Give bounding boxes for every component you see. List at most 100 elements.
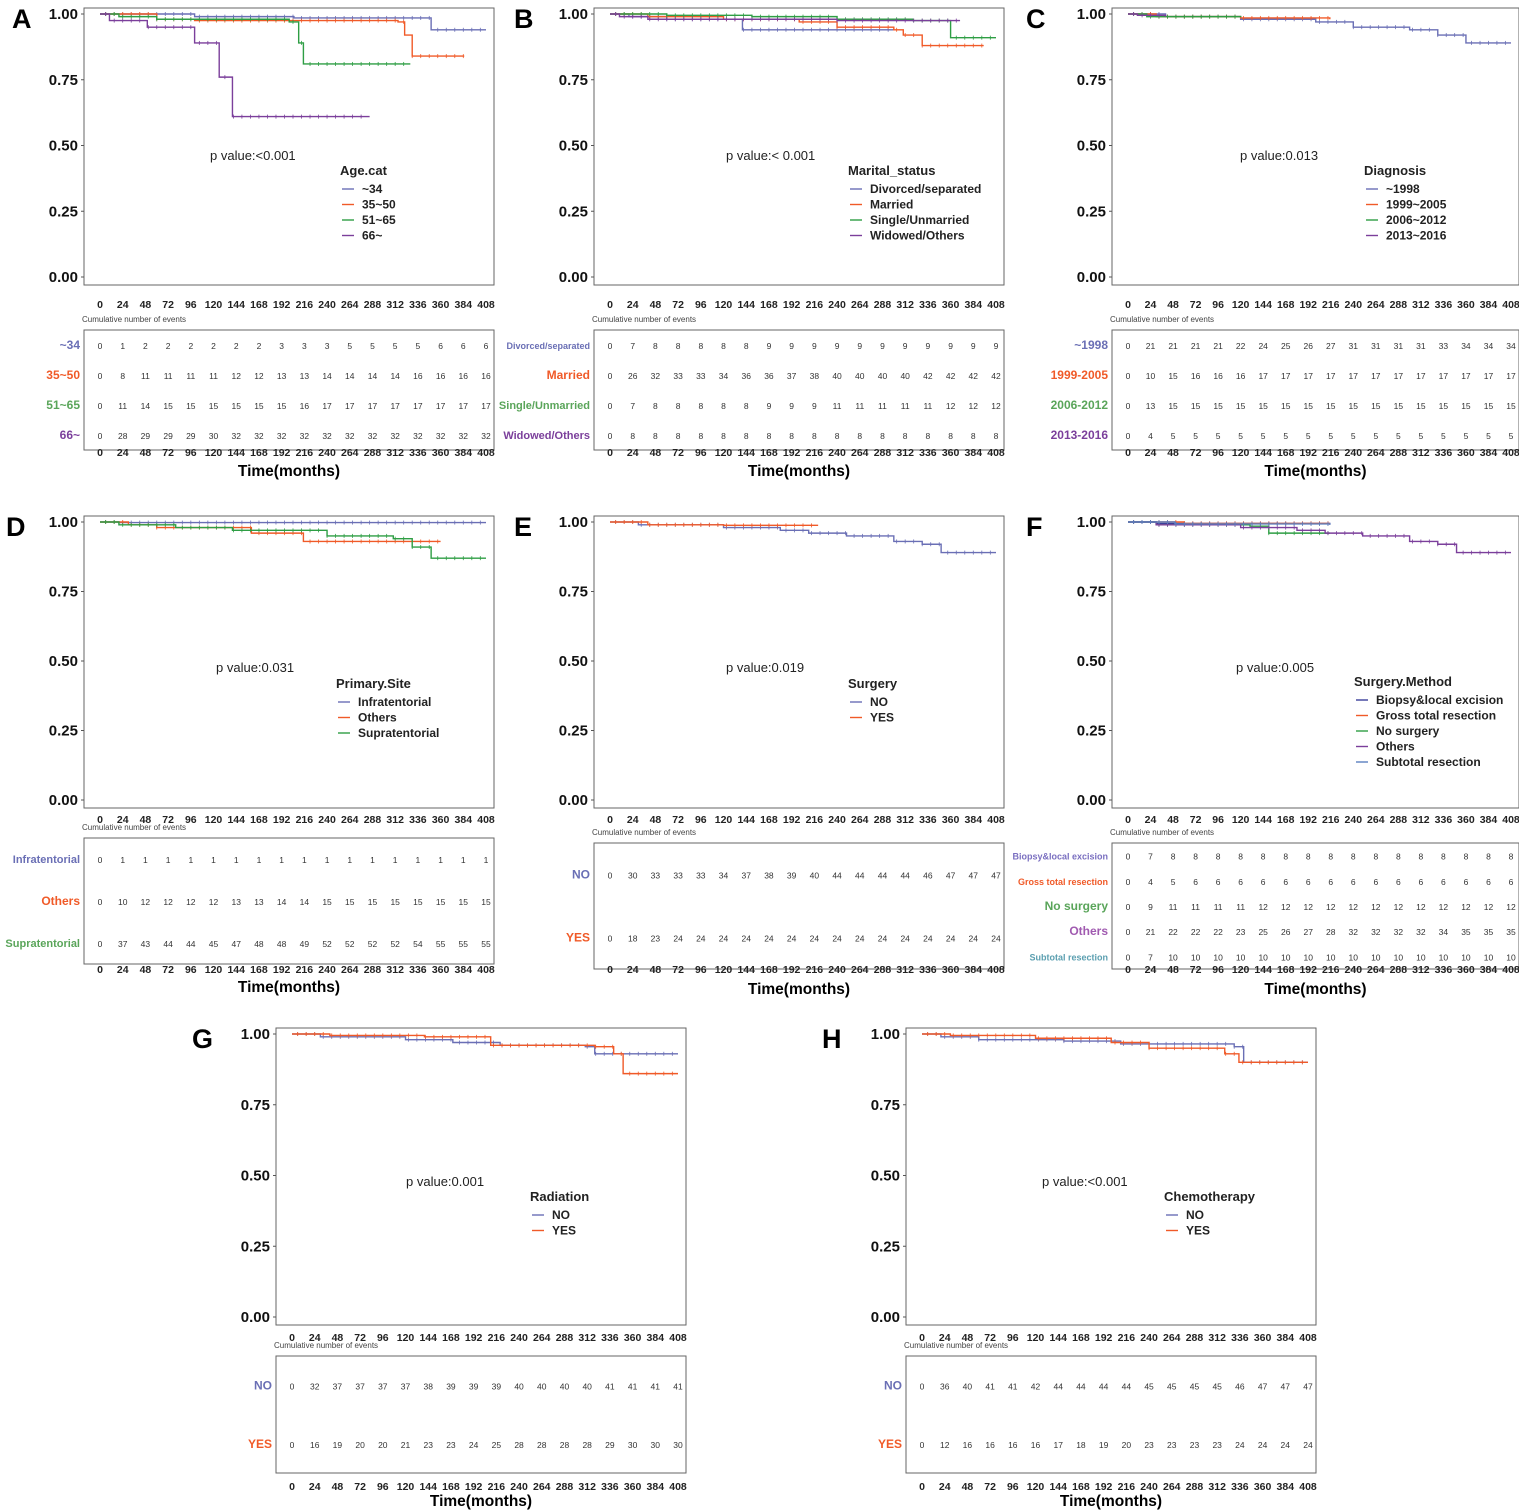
- x-tick-label: 120: [1232, 964, 1250, 976]
- risk-cell: 24: [832, 934, 842, 944]
- risk-table-frame: [593, 842, 1005, 970]
- x-tick-label: 72: [354, 1481, 366, 1493]
- km-panel-b-svg: B0.000.250.500.751.000 24 48 72 96 120 144 168 1…: [499, 4, 1005, 480]
- plot-frame: [275, 1027, 687, 1326]
- x-tick-label: 216: [296, 299, 314, 311]
- risk-cell: 15: [390, 897, 400, 907]
- risk-cell: 11: [1169, 902, 1178, 912]
- x-tick-label: 168: [250, 814, 268, 826]
- x-tick-label: 288: [1390, 814, 1408, 826]
- risk-cell: 28: [514, 1440, 524, 1450]
- risk-cell: 6: [1193, 877, 1198, 887]
- x-tick-label: 312: [1208, 1481, 1226, 1493]
- x-tick-label: 312: [1412, 447, 1430, 459]
- risk-cell: 24: [969, 934, 979, 944]
- risk-cell: 30: [651, 1440, 661, 1450]
- risk-cell: 1: [166, 855, 171, 865]
- x-tick-label: 240: [510, 1332, 528, 1344]
- y-tick-label: 0.75: [871, 1097, 900, 1114]
- risk-cell: 20: [1122, 1440, 1132, 1450]
- km-panel-e-svg: E 0.00 0.25 0.50 0.75 1.00 0 24 48 72 96 120 144 168 1…: [514, 512, 1005, 998]
- y-tick-label: 0.75: [1077, 72, 1106, 89]
- risk-cell: 12: [232, 371, 242, 381]
- risk-cell: 10: [1416, 952, 1426, 962]
- risk-cell: 11: [118, 401, 127, 411]
- x-tick-label: 48: [140, 299, 152, 311]
- x-tick-label: 216: [806, 964, 824, 976]
- x-tick-label: 24: [1145, 299, 1157, 311]
- risk-cell: 9: [994, 341, 999, 351]
- risk-cell: 16: [1031, 1440, 1041, 1450]
- x-tick-label: 360: [432, 814, 450, 826]
- risk-cell: 14: [300, 897, 310, 907]
- risk-cell: 17: [1371, 371, 1381, 381]
- risk-cell: 31: [1349, 341, 1359, 351]
- x-tick-label: 384: [455, 964, 473, 976]
- risk-cell: 5: [1509, 431, 1514, 441]
- risk-cell: 15: [345, 897, 355, 907]
- risk-cell: 12: [186, 897, 196, 907]
- km-panel-d-svg: D0.000.250.500.751.000 24 48 72 96 120 144 168 1…: [5, 512, 494, 996]
- risk-cell: 32: [322, 431, 332, 441]
- risk-cell: 9: [1148, 902, 1153, 912]
- risk-cell: 17: [459, 401, 469, 411]
- risk-cell: 8: [1283, 852, 1288, 862]
- x-tick-label: 72: [984, 1481, 996, 1493]
- risk-cell: 9: [812, 401, 817, 411]
- risk-row-label: Married: [547, 368, 590, 382]
- risk-cell: 23: [1144, 1440, 1154, 1450]
- risk-cell: 15: [1213, 401, 1223, 411]
- risk-row-label: YES: [248, 1437, 272, 1451]
- x-tick-label: 312: [1208, 1332, 1226, 1344]
- x-tick-label: 120: [1232, 814, 1250, 826]
- risk-cell: 8: [857, 431, 862, 441]
- x-tick-label: 384: [965, 447, 983, 459]
- x-tick-label: 0: [607, 964, 613, 976]
- x-tick-label: 288: [556, 1332, 574, 1344]
- risk-cell: 12: [1394, 902, 1404, 912]
- x-tick-label: 384: [1277, 1332, 1295, 1344]
- risk-cell: 8: [698, 341, 703, 351]
- x-tick-label: 144: [737, 964, 755, 976]
- x-axis-label: Time(months): [1060, 1493, 1162, 1510]
- risk-cell: 8: [676, 401, 681, 411]
- x-tick-label: 264: [851, 964, 869, 976]
- y-tick-label: 0.25: [241, 1238, 270, 1255]
- risk-cell: 10: [1439, 952, 1449, 962]
- x-tick-label: 288: [364, 964, 382, 976]
- risk-cell: 24: [855, 934, 865, 944]
- risk-cell: 6: [1283, 877, 1288, 887]
- risk-cell: 9: [880, 341, 885, 351]
- risk-cell: 34: [719, 871, 729, 881]
- x-tick-label: 192: [273, 964, 291, 976]
- x-tick-label: 48: [962, 1332, 974, 1344]
- risk-cell: 13: [232, 897, 242, 907]
- risk-cell: 10: [1394, 952, 1404, 962]
- risk-table-frame: [593, 329, 1005, 451]
- risk-cell: 16: [985, 1440, 995, 1450]
- x-tick-label: 0: [919, 1332, 925, 1344]
- risk-cell: 36: [940, 1381, 950, 1391]
- km-panel-c: C 0.00 0.25 0.50 0.75 1.00 0 24 48 72 96 120 144 168 1…: [1014, 0, 1519, 490]
- risk-cell: 8: [120, 371, 125, 381]
- risk-cell: 15: [1326, 401, 1336, 411]
- risk-cell: 41: [628, 1381, 638, 1391]
- risk-cell: 34: [1461, 341, 1471, 351]
- plot-frame: [1111, 7, 1519, 286]
- risk-cell: 47: [991, 871, 1001, 881]
- risk-cell: 0: [98, 855, 103, 865]
- risk-cell: 0: [290, 1381, 295, 1391]
- risk-cell: 15: [1371, 401, 1381, 411]
- legend-item: ~1998: [1386, 182, 1420, 196]
- x-tick-label: 216: [488, 1332, 506, 1344]
- risk-cell: 27: [1304, 927, 1314, 937]
- x-tick-label: 144: [419, 1481, 437, 1493]
- risk-cell: 42: [1031, 1381, 1041, 1391]
- risk-cell: 44: [855, 871, 865, 881]
- x-tick-label: 120: [1232, 447, 1250, 459]
- x-tick-label: 192: [1299, 299, 1317, 311]
- x-tick-label: 360: [1254, 1481, 1272, 1493]
- x-axis-label: Time(months): [1264, 463, 1366, 480]
- risk-cell: 34: [1484, 341, 1494, 351]
- risk-cell: 18: [1076, 1440, 1086, 1450]
